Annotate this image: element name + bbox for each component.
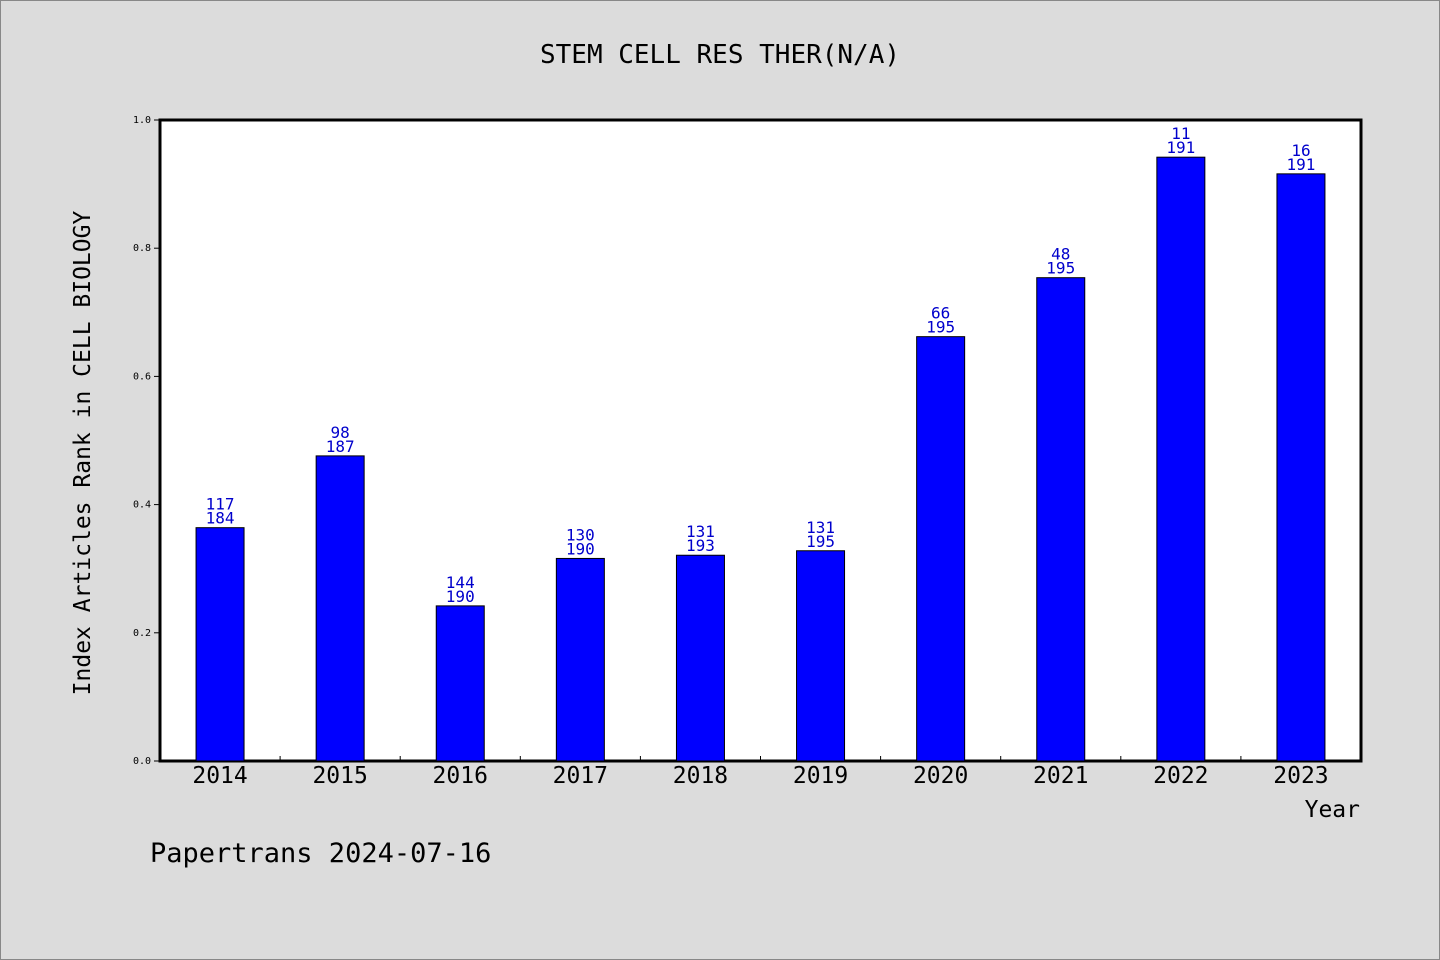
total-label: 191 (1286, 155, 1315, 174)
bar-2019 (796, 550, 846, 762)
bar-2014 (195, 527, 245, 762)
y-tick-label: 0.6 (133, 371, 151, 382)
bar-2020 (916, 336, 966, 762)
total-label: 195 (926, 318, 955, 337)
x-tick-label: 2016 (433, 763, 488, 789)
y-tick-label: 0.0 (133, 756, 151, 767)
x-tick-label: 2019 (793, 763, 848, 789)
rank-label: 98 (331, 423, 350, 442)
y-tick-label: 1.0 (133, 115, 151, 126)
bar-2018 (675, 554, 725, 762)
y-axis: 0.0 0.2 0.4 0.6 0.8 1.0 (133, 115, 160, 767)
chart-title: STEM CELL RES THER(N/A) (540, 40, 900, 70)
total-label: 195 (1046, 259, 1075, 278)
bar-2022 (1156, 156, 1206, 762)
bar-2016 (435, 605, 485, 762)
total-label: 190 (566, 539, 595, 558)
rank-label: 117 (206, 495, 235, 514)
x-tick-label: 2017 (553, 763, 608, 789)
total-label: 191 (1166, 138, 1195, 157)
data-labels: 1171849818714419013019013119313119566195… (206, 124, 1316, 606)
y-tick-label: 0.4 (133, 500, 151, 511)
total-label: 195 (806, 532, 835, 551)
rank-label: 48 (1051, 245, 1070, 264)
rank-label: 131 (686, 522, 715, 541)
bar-2023 (1276, 173, 1326, 762)
bar-2021 (1036, 277, 1086, 762)
x-tick-label: 2021 (1033, 763, 1088, 789)
x-tick-label: 2023 (1273, 763, 1328, 789)
y-axis-label: Index Articles Rank in CELL BIOLOGY (70, 211, 96, 696)
rank-label: 11 (1171, 124, 1190, 143)
x-tick-label: 2014 (192, 763, 247, 789)
bars (195, 156, 1326, 762)
x-tick-label: 2015 (312, 763, 367, 789)
rank-label: 144 (446, 573, 475, 592)
x-tick-label: 2020 (913, 763, 968, 789)
total-label: 187 (326, 437, 355, 456)
x-axis: 2014 2015 2016 2017 2018 2019 2020 2021 2022 2023 (192, 756, 1329, 789)
total-label: 193 (686, 536, 715, 555)
x-tick-label: 2022 (1153, 763, 1208, 789)
rank-label: 130 (566, 525, 595, 544)
rank-label: 66 (931, 304, 950, 323)
bar-2017 (555, 557, 605, 762)
rank-label: 16 (1291, 141, 1310, 160)
total-label: 190 (446, 587, 475, 606)
y-tick-label: 0.8 (133, 243, 151, 254)
y-tick-label: 0.2 (133, 628, 151, 639)
bar-2015 (315, 455, 365, 762)
footer-credit: Papertrans 2024-07-16 (150, 838, 491, 869)
x-axis-label: Year (1305, 797, 1360, 823)
rank-label: 131 (806, 518, 835, 537)
total-label: 184 (206, 509, 235, 528)
x-tick-label: 2018 (673, 763, 728, 789)
